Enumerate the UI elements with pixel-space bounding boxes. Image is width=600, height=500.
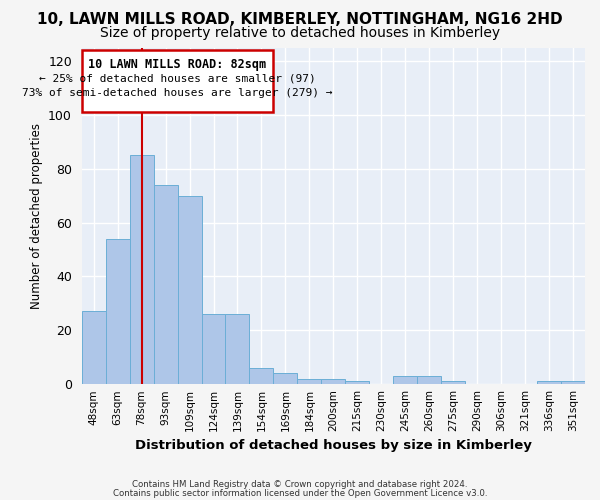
Bar (393, 376, 417, 384)
Text: 10, LAWN MILLS ROAD, KIMBERLEY, NOTTINGHAM, NG16 2HD: 10, LAWN MILLS ROAD, KIMBERLEY, NOTTINGH… (37, 12, 563, 28)
Bar (322, 379, 346, 384)
Bar (298, 379, 322, 384)
Bar (346, 382, 369, 384)
Text: 10 LAWN MILLS ROAD: 82sqm: 10 LAWN MILLS ROAD: 82sqm (88, 58, 266, 71)
Text: Size of property relative to detached houses in Kimberley: Size of property relative to detached ho… (100, 26, 500, 40)
Text: ← 25% of detached houses are smaller (97): ← 25% of detached houses are smaller (97… (39, 73, 316, 83)
Bar (130, 155, 154, 384)
Y-axis label: Number of detached properties: Number of detached properties (29, 123, 43, 309)
Bar (226, 314, 250, 384)
Bar (274, 374, 298, 384)
Bar (154, 185, 178, 384)
X-axis label: Distribution of detached houses by size in Kimberley: Distribution of detached houses by size … (135, 440, 532, 452)
Bar (537, 382, 561, 384)
Bar (178, 196, 202, 384)
Bar (441, 382, 465, 384)
Text: 73% of semi-detached houses are larger (279) →: 73% of semi-detached houses are larger (… (22, 88, 333, 98)
FancyBboxPatch shape (82, 50, 274, 112)
Bar (82, 312, 106, 384)
Bar (250, 368, 274, 384)
Text: Contains public sector information licensed under the Open Government Licence v3: Contains public sector information licen… (113, 488, 487, 498)
Bar (561, 382, 585, 384)
Text: Contains HM Land Registry data © Crown copyright and database right 2024.: Contains HM Land Registry data © Crown c… (132, 480, 468, 489)
Bar (202, 314, 226, 384)
Bar (106, 238, 130, 384)
Bar (417, 376, 441, 384)
